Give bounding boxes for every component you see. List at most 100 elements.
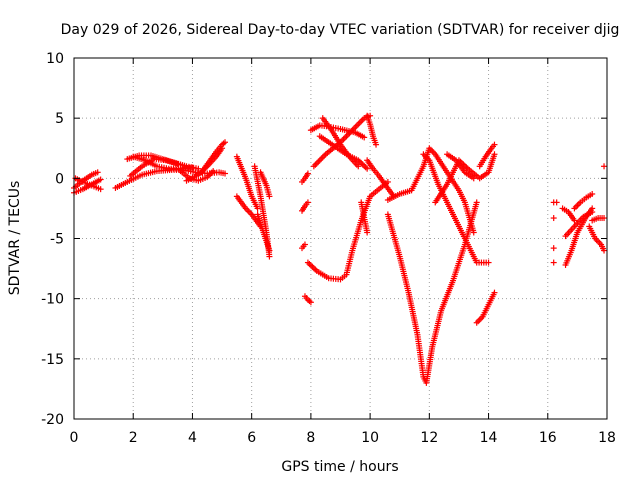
series-trace-segment xyxy=(370,135,379,146)
series-trace-segment xyxy=(179,169,191,180)
series-arc-ab xyxy=(384,145,477,236)
x-axis-ticks: 0 2 4 6 8 10 12 14 16 18 xyxy=(70,58,616,446)
series-arc-ao xyxy=(562,209,596,240)
x-axis-label: GPS time / hours xyxy=(281,459,398,475)
series-trace-segment xyxy=(128,164,144,178)
series-arc-ah xyxy=(476,141,498,170)
plot-frame xyxy=(73,57,608,420)
series-trace-segment xyxy=(587,225,598,240)
series-trace-segment xyxy=(235,195,248,210)
series-trace-segment xyxy=(349,219,364,252)
series-trace-segment xyxy=(318,134,330,145)
series-trace-segment xyxy=(597,215,606,222)
series-trace-segment xyxy=(343,249,355,276)
series-trace-segment xyxy=(456,189,467,204)
series-trace-segment xyxy=(208,150,218,162)
series-trace-segment xyxy=(356,158,369,171)
series-trace-segment xyxy=(257,195,270,234)
x-tick-label: 18 xyxy=(598,430,616,446)
series-trace-segment xyxy=(345,152,360,163)
y-axis-label: SDTVAR / TECUs xyxy=(7,181,23,296)
series-trace-segment xyxy=(321,116,334,132)
series-trace-segment xyxy=(153,156,167,164)
series-arc-s xyxy=(301,293,314,306)
series-arc-ap xyxy=(571,190,596,212)
series-trace-segment xyxy=(383,183,396,198)
series-trace-segment xyxy=(74,176,85,185)
series-trace-segment xyxy=(406,291,421,336)
series-trace-segment xyxy=(591,215,600,223)
series-trace-segment xyxy=(599,243,607,252)
series-trace-segment xyxy=(300,177,307,184)
series-trace-segment xyxy=(364,114,373,126)
y-axis-ticks: -20 -15 -10 -5 0 5 10 xyxy=(41,51,607,428)
series-trace-segment xyxy=(478,170,490,181)
series-trace-segment xyxy=(114,179,129,190)
grid xyxy=(74,58,607,419)
y-tick-label: 0 xyxy=(55,171,64,187)
data-point xyxy=(601,163,608,170)
series-trace-segment xyxy=(566,210,577,222)
y-tick-label: -10 xyxy=(41,292,64,308)
series-trace-segment xyxy=(486,153,497,174)
series-trace-segment xyxy=(144,158,158,169)
series-trace-segment xyxy=(244,206,254,216)
series-trace-segment xyxy=(185,172,200,183)
data-points xyxy=(71,112,608,386)
series-trace-segment xyxy=(90,170,99,177)
series-arc-as xyxy=(601,163,608,170)
series-trace-segment xyxy=(421,152,431,162)
series-arc-am xyxy=(559,205,578,224)
series-trace-segment xyxy=(214,143,224,154)
series-trace-segment xyxy=(220,140,227,147)
series-trace-segment xyxy=(462,237,479,264)
data-point xyxy=(550,259,557,266)
series-trace-segment xyxy=(82,179,93,188)
series-trace-segment xyxy=(433,153,449,174)
series-arc-p xyxy=(299,170,311,185)
series-arc-ak xyxy=(550,245,557,252)
series-trace-segment xyxy=(261,231,272,252)
series-arc-w xyxy=(316,133,371,172)
series-trace-segment xyxy=(463,170,475,181)
series-trace-segment xyxy=(249,195,260,210)
series-arc-z xyxy=(304,178,391,283)
series-trace-segment xyxy=(90,183,102,192)
y-tick-label: 10 xyxy=(46,51,64,67)
series-trace-segment xyxy=(126,172,143,184)
series-trace-segment xyxy=(409,165,426,192)
y-tick-label: 5 xyxy=(55,111,64,127)
y-tick-label: -20 xyxy=(41,412,64,428)
series-arc-ad xyxy=(420,151,492,266)
series-arc-ai xyxy=(550,199,560,206)
series-trace-segment xyxy=(480,303,491,318)
series-trace-segment xyxy=(483,146,494,158)
series-trace-segment xyxy=(199,159,212,174)
series-trace-segment xyxy=(303,201,310,208)
series-trace-segment xyxy=(476,259,490,266)
series-trace-segment xyxy=(582,209,594,219)
series-trace-segment xyxy=(329,129,343,146)
series-trace-segment xyxy=(436,183,456,216)
series-arc-ac xyxy=(384,199,480,386)
series-trace-segment xyxy=(563,249,574,266)
series-trace-segment xyxy=(312,152,328,168)
series-trace-segment xyxy=(438,279,456,312)
series-trace-segment xyxy=(197,175,209,183)
series-arc-ar xyxy=(589,215,608,224)
y-tick-label: -5 xyxy=(50,232,64,248)
series-trace-segment xyxy=(234,155,248,180)
x-tick-label: 0 xyxy=(70,430,79,446)
series-trace-segment xyxy=(564,225,576,238)
series-trace-segment xyxy=(486,291,497,306)
series-trace-segment xyxy=(451,213,467,240)
series-trace-segment xyxy=(299,204,307,213)
series-trace-segment xyxy=(327,140,339,151)
series-trace-segment xyxy=(593,237,603,247)
x-tick-label: 12 xyxy=(420,430,438,446)
series-trace-segment xyxy=(309,123,321,133)
x-tick-label: 6 xyxy=(247,430,256,446)
series-trace-segment xyxy=(427,146,437,156)
series-trace-segment xyxy=(132,154,147,163)
y-tick-label: -15 xyxy=(41,352,64,368)
